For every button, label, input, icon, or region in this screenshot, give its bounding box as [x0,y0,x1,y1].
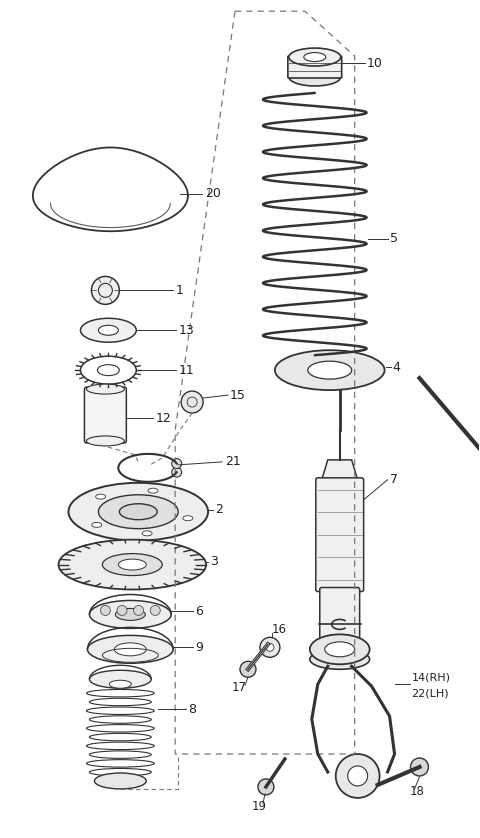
Text: 15: 15 [230,389,246,401]
Circle shape [266,644,274,651]
Circle shape [133,606,144,615]
Ellipse shape [325,642,355,657]
Circle shape [240,661,256,677]
Circle shape [150,606,160,615]
Text: 8: 8 [188,702,196,716]
Circle shape [348,766,368,786]
Polygon shape [322,460,358,480]
Text: 11: 11 [178,364,194,376]
Circle shape [260,638,280,657]
Text: 14(RH): 14(RH) [411,672,451,682]
Ellipse shape [59,540,206,589]
Text: 18: 18 [409,785,424,799]
FancyBboxPatch shape [84,387,126,443]
Ellipse shape [183,515,193,520]
Text: 16: 16 [272,623,287,636]
Ellipse shape [98,494,178,529]
Ellipse shape [310,634,370,665]
Text: 22(LH): 22(LH) [411,688,449,698]
Text: 19: 19 [252,800,267,814]
FancyBboxPatch shape [288,56,342,78]
Ellipse shape [120,504,157,520]
Ellipse shape [69,483,208,541]
Ellipse shape [304,53,326,61]
Ellipse shape [87,635,173,664]
Ellipse shape [86,436,124,446]
Ellipse shape [102,554,162,576]
Text: 7: 7 [390,473,397,486]
Text: 4: 4 [393,360,400,374]
Ellipse shape [115,608,145,620]
Circle shape [100,606,110,615]
Circle shape [336,754,380,798]
Ellipse shape [289,68,341,86]
Circle shape [258,779,274,795]
Ellipse shape [289,48,341,66]
Ellipse shape [114,643,146,656]
Circle shape [181,391,203,413]
Ellipse shape [119,559,146,570]
Text: 5: 5 [390,232,397,245]
Text: 1: 1 [175,284,183,297]
Text: 12: 12 [155,411,171,425]
Circle shape [172,468,182,477]
Text: 20: 20 [205,187,221,200]
Ellipse shape [142,530,152,535]
Text: 3: 3 [210,555,218,568]
FancyBboxPatch shape [320,587,360,661]
Circle shape [410,758,429,776]
Ellipse shape [89,601,171,628]
Ellipse shape [98,325,119,335]
Text: 9: 9 [195,641,203,654]
Ellipse shape [109,680,132,688]
Ellipse shape [95,773,146,789]
Text: 10: 10 [367,56,383,70]
FancyBboxPatch shape [316,478,364,592]
Ellipse shape [96,494,106,499]
Ellipse shape [89,670,151,688]
Text: 17: 17 [232,680,247,694]
Ellipse shape [81,318,136,342]
Ellipse shape [275,350,384,390]
Ellipse shape [310,649,370,670]
Text: 2: 2 [215,504,223,516]
Ellipse shape [86,384,124,394]
Text: 21: 21 [225,455,241,468]
Text: 6: 6 [195,605,203,618]
Ellipse shape [92,522,102,527]
Circle shape [172,458,182,468]
Ellipse shape [308,361,352,379]
Ellipse shape [148,489,158,494]
Text: 13: 13 [178,323,194,337]
Circle shape [91,277,120,304]
Circle shape [117,606,127,615]
